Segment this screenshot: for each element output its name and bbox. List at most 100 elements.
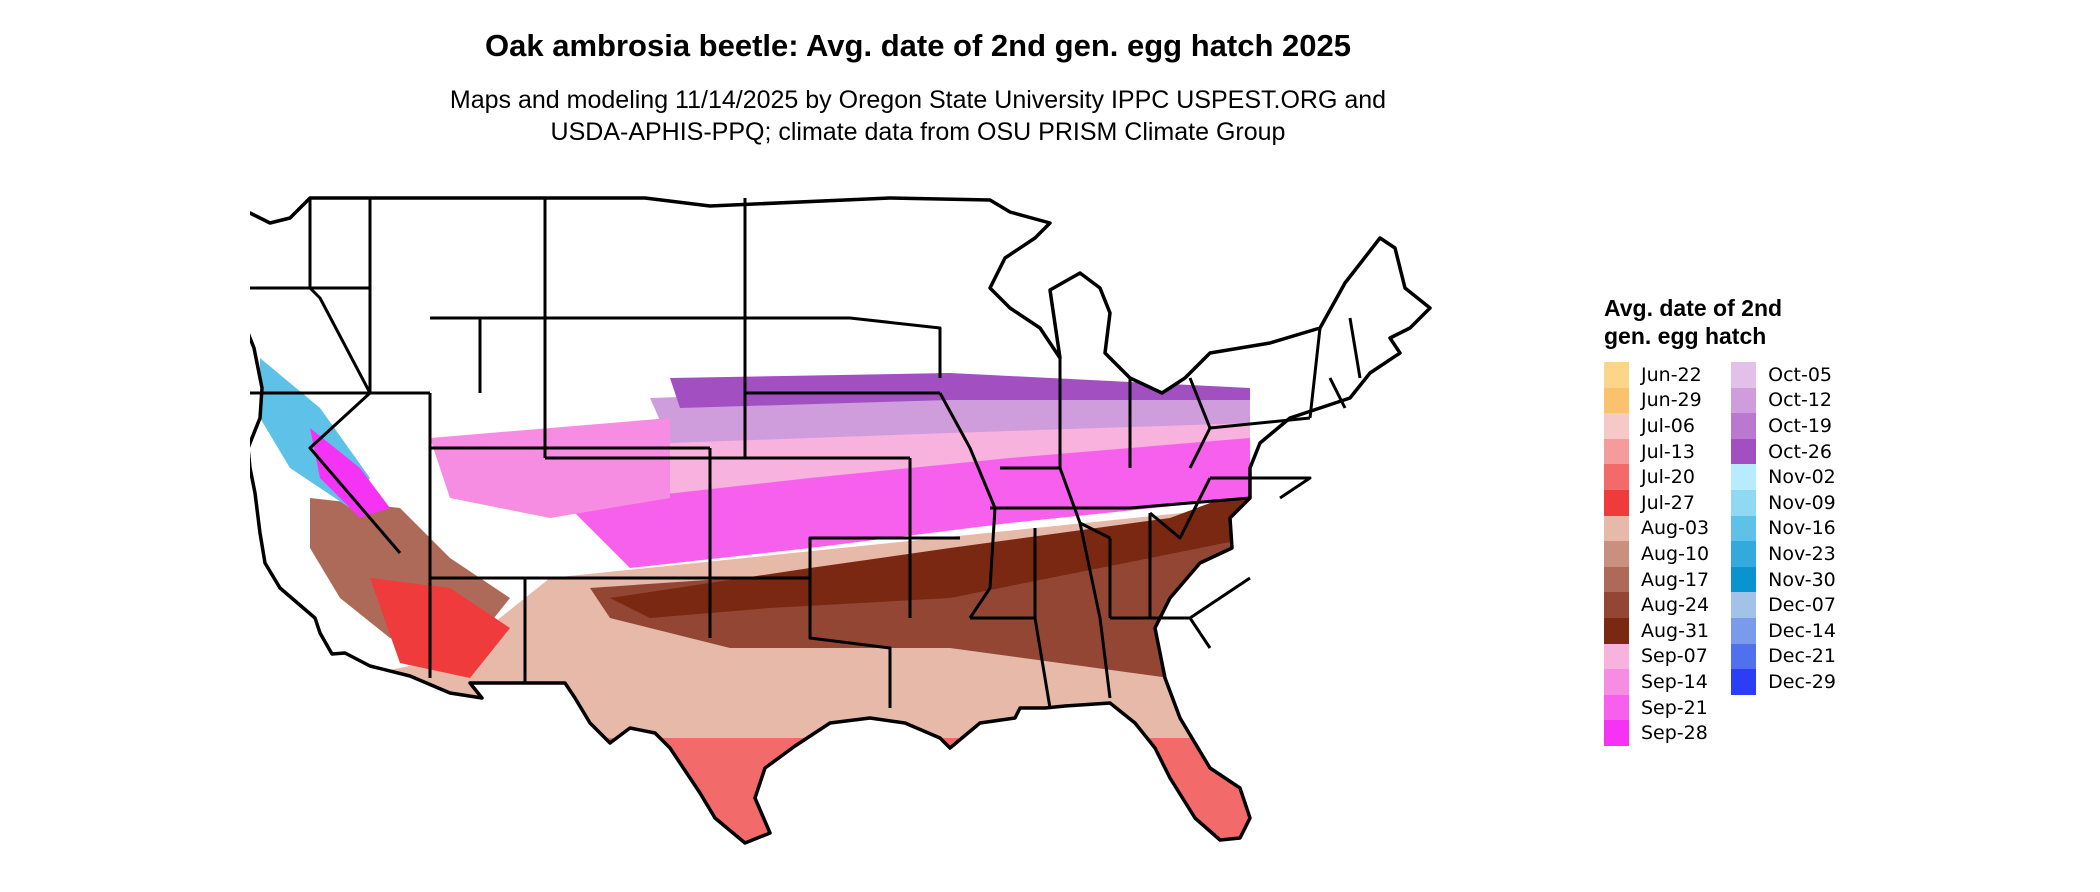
hatch-date-bands xyxy=(250,358,1430,843)
legend-swatch xyxy=(1604,541,1629,567)
legend-label: Nov-02 xyxy=(1768,466,1836,489)
legend-item: Aug-10 xyxy=(1604,541,1709,567)
band-southern-gulf xyxy=(250,738,1430,843)
legend-swatch xyxy=(1731,592,1757,618)
state-border-line xyxy=(990,496,1251,510)
us-map xyxy=(250,196,1432,845)
legend-title: Avg. date of 2nd gen. egg hatch xyxy=(1604,295,1783,349)
legend-label: Aug-31 xyxy=(1641,619,1710,642)
legend-label: Oct-19 xyxy=(1768,414,1833,437)
state-border-line xyxy=(308,391,402,554)
legend-label: Jun-29 xyxy=(1641,389,1702,412)
legend-swatch xyxy=(1604,617,1629,644)
legend-swatch xyxy=(1731,438,1757,465)
state-border-line xyxy=(1209,416,1311,430)
legend-swatch xyxy=(1604,489,1629,516)
legend: Avg. date of 2nd gen. egg hatch Jun-22 Ju… xyxy=(1604,294,1836,746)
legend-swatch xyxy=(1731,413,1757,439)
legend-label: Sep-28 xyxy=(1641,722,1708,745)
legend-label: Jul-20 xyxy=(1641,466,1695,489)
legend-label: Nov-23 xyxy=(1768,542,1836,565)
legend-label: Nov-16 xyxy=(1768,517,1836,540)
state-border-line xyxy=(1189,576,1251,620)
legend-item: Aug-31 xyxy=(1604,617,1710,644)
state-border-line xyxy=(308,286,372,394)
legend-swatch xyxy=(1604,515,1629,542)
legend-column-2: Oct-05 Oct-12 Oct-19 Oct-26 Nov-02 Nov-09 Nov-… xyxy=(1731,362,1836,746)
legend-item: Jun-22 xyxy=(1604,362,1709,388)
legend-item: Oct-05 xyxy=(1731,362,1836,388)
legend-swatch xyxy=(1731,489,1757,516)
legend-label: Sep-07 xyxy=(1641,645,1708,668)
legend-swatch xyxy=(1731,387,1757,414)
legend-item: Dec-07 xyxy=(1731,592,1836,618)
legend-label: Aug-03 xyxy=(1641,517,1710,540)
legend-swatch xyxy=(1731,464,1757,490)
legend-item: Aug-03 xyxy=(1604,515,1710,542)
legend-swatch xyxy=(1731,541,1757,567)
legend-item: Nov-02 xyxy=(1731,464,1836,490)
legend-swatch xyxy=(1731,362,1757,388)
legend-swatch xyxy=(1731,566,1757,593)
legend-item: Jul-13 xyxy=(1604,438,1709,465)
legend-item: Dec-21 xyxy=(1731,643,1836,670)
band-upper-south-edge xyxy=(670,373,1250,408)
legend-item: Sep-21 xyxy=(1604,694,1709,721)
legend-swatch xyxy=(1731,643,1757,670)
legend-column-1: Jun-22 Jun-29 Jul-06 Jul-13 Jul-20 Jul-27 Aug-… xyxy=(1604,362,1709,746)
state-border-line xyxy=(1328,377,1347,409)
legend-item: Nov-09 xyxy=(1731,489,1836,516)
legend-item: Sep-28 xyxy=(1604,720,1709,746)
legend-label: Oct-05 xyxy=(1768,363,1833,386)
legend-item: Aug-24 xyxy=(1604,592,1709,618)
legend-swatch xyxy=(1604,438,1629,465)
state-border-line xyxy=(1078,522,1112,699)
legend-item: Oct-26 xyxy=(1731,438,1836,465)
map-title: Oak ambrosia beetle: Avg. date of 2nd ge… xyxy=(485,28,1351,63)
legend-item: Jul-27 xyxy=(1604,489,1709,516)
legend-label: Jul-27 xyxy=(1641,491,1695,514)
subtitle-line-2: USDA-APHIS-PPQ; climate data from OSU PR… xyxy=(550,118,1286,146)
subtitle-line-1: Maps and modeling 11/14/2025 by Oregon S… xyxy=(449,86,1387,114)
band-deep-south-core xyxy=(610,488,1250,618)
state-borders xyxy=(250,198,1362,709)
legend-item: Jun-29 xyxy=(1604,387,1709,414)
legend-swatch xyxy=(1731,515,1757,542)
legend-label: Aug-10 xyxy=(1641,542,1710,565)
state-border-line xyxy=(1348,317,1362,379)
band-low-desert xyxy=(370,578,510,678)
legend-item: Sep-07 xyxy=(1604,643,1709,670)
legend-swatch xyxy=(1731,669,1757,695)
state-border-line xyxy=(1210,476,1312,500)
legend-item: Jul-20 xyxy=(1604,464,1709,490)
legend-label: Dec-07 xyxy=(1768,594,1836,617)
legend-swatch xyxy=(1604,669,1629,695)
state-border-line xyxy=(710,576,892,708)
legend-label: Jul-06 xyxy=(1641,414,1695,437)
map-subtitle: Maps and modeling 11/14/2025 by Oregon S… xyxy=(0,84,1836,148)
legend-item: Oct-19 xyxy=(1731,413,1836,439)
legend-swatch xyxy=(1731,617,1757,644)
legend-label: Nov-30 xyxy=(1768,568,1836,591)
band-california-inland xyxy=(310,428,390,518)
state-border-line xyxy=(745,316,942,378)
legend-swatch xyxy=(1604,643,1629,670)
legend-swatch xyxy=(1604,464,1629,490)
legend-item: Dec-14 xyxy=(1731,617,1836,644)
legend-label: Sep-21 xyxy=(1641,696,1708,719)
state-border-line xyxy=(1000,466,1111,540)
legend-swatch xyxy=(1604,592,1629,618)
legend-label: Oct-12 xyxy=(1768,389,1833,412)
legend-item: Dec-29 xyxy=(1731,669,1836,695)
legend-item: Nov-16 xyxy=(1731,515,1836,542)
legend-label: Jun-22 xyxy=(1641,363,1702,386)
legend-label: Dec-14 xyxy=(1768,619,1836,642)
legend-label: Aug-17 xyxy=(1641,568,1710,591)
legend-swatch xyxy=(1604,413,1629,439)
legend-label: Sep-14 xyxy=(1641,670,1708,693)
state-border-line xyxy=(1149,477,1212,540)
legend-item: Oct-12 xyxy=(1731,387,1836,414)
legend-label: Aug-24 xyxy=(1641,594,1710,617)
legend-swatch xyxy=(1604,720,1629,746)
legend-label: Nov-09 xyxy=(1768,491,1836,514)
